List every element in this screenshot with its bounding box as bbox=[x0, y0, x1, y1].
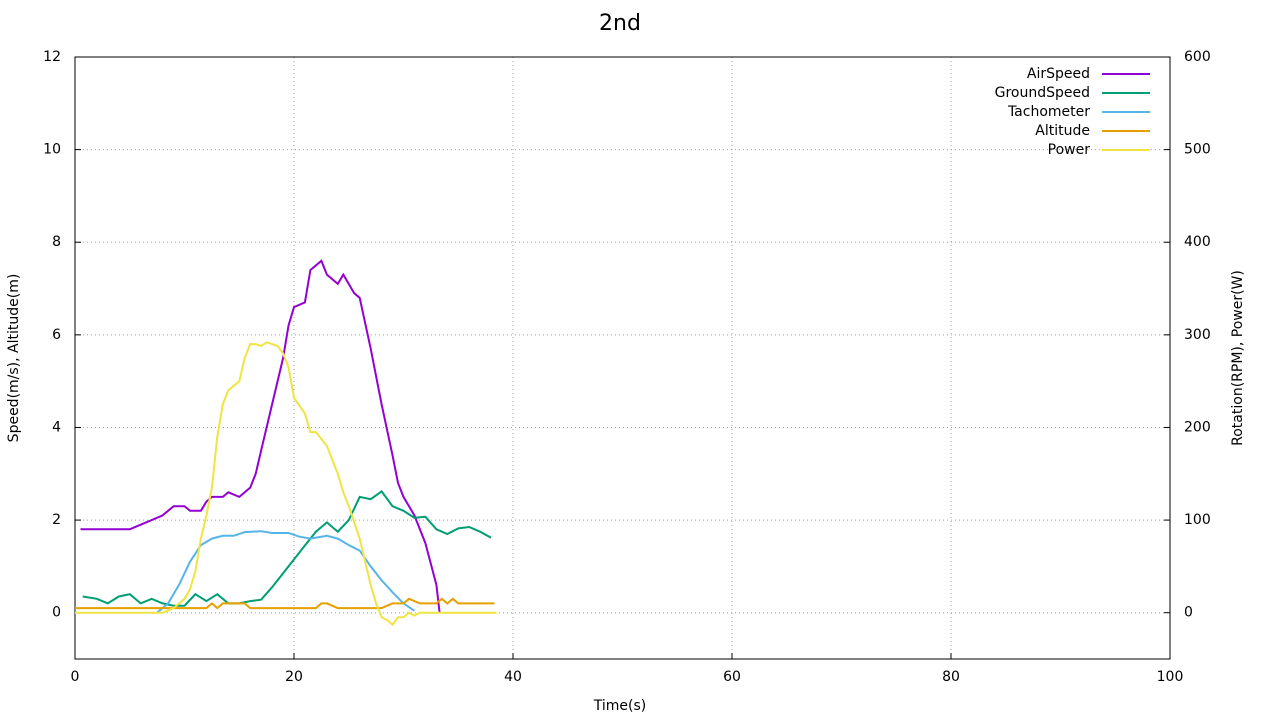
y2-tick-label: 400 bbox=[1184, 234, 1211, 250]
x-axis-label: Time(s) bbox=[593, 698, 646, 714]
y-tick-label: 4 bbox=[52, 419, 61, 435]
y-tick-label: 6 bbox=[52, 327, 61, 343]
y-tick-label: 10 bbox=[43, 142, 61, 158]
x-tick-label: 100 bbox=[1157, 669, 1184, 685]
x-tick-label: 60 bbox=[723, 669, 741, 685]
legend-label: GroundSpeed bbox=[995, 85, 1090, 101]
x-tick-label: 40 bbox=[504, 669, 522, 685]
legend-label: Tachometer bbox=[1007, 104, 1090, 120]
y-tick-label: 12 bbox=[43, 49, 61, 65]
series-line bbox=[82, 490, 492, 607]
y2-tick-label: 0 bbox=[1184, 605, 1193, 621]
y-tick-label: 2 bbox=[52, 512, 61, 528]
y2-tick-label: 300 bbox=[1184, 327, 1211, 343]
x-tick-label: 80 bbox=[942, 669, 960, 685]
plot-frame bbox=[74, 56, 1171, 660]
y-tick-label: 0 bbox=[52, 605, 61, 621]
legend-label: Altitude bbox=[1035, 123, 1090, 139]
y2-tick-label: 600 bbox=[1184, 49, 1211, 65]
chart-title: 2nd bbox=[599, 11, 641, 36]
y2-tick-label: 100 bbox=[1184, 512, 1211, 528]
series-line bbox=[156, 530, 415, 614]
x-tick-label: 20 bbox=[285, 669, 303, 685]
y2-tick-label: 500 bbox=[1184, 142, 1211, 158]
series-line bbox=[80, 259, 441, 613]
legend-label: AirSpeed bbox=[1027, 66, 1090, 82]
y2-tick-label: 200 bbox=[1184, 419, 1211, 435]
y2-axis-label: Rotation(RPM), Power(W) bbox=[1230, 270, 1246, 446]
series-line bbox=[75, 341, 497, 627]
y-tick-label: 8 bbox=[52, 234, 61, 250]
x-tick-label: 0 bbox=[71, 669, 80, 685]
series-line bbox=[75, 597, 495, 610]
y-axis-label: Speed(m/s), Altitude(m) bbox=[6, 274, 22, 443]
legend-label: Power bbox=[1048, 142, 1091, 158]
